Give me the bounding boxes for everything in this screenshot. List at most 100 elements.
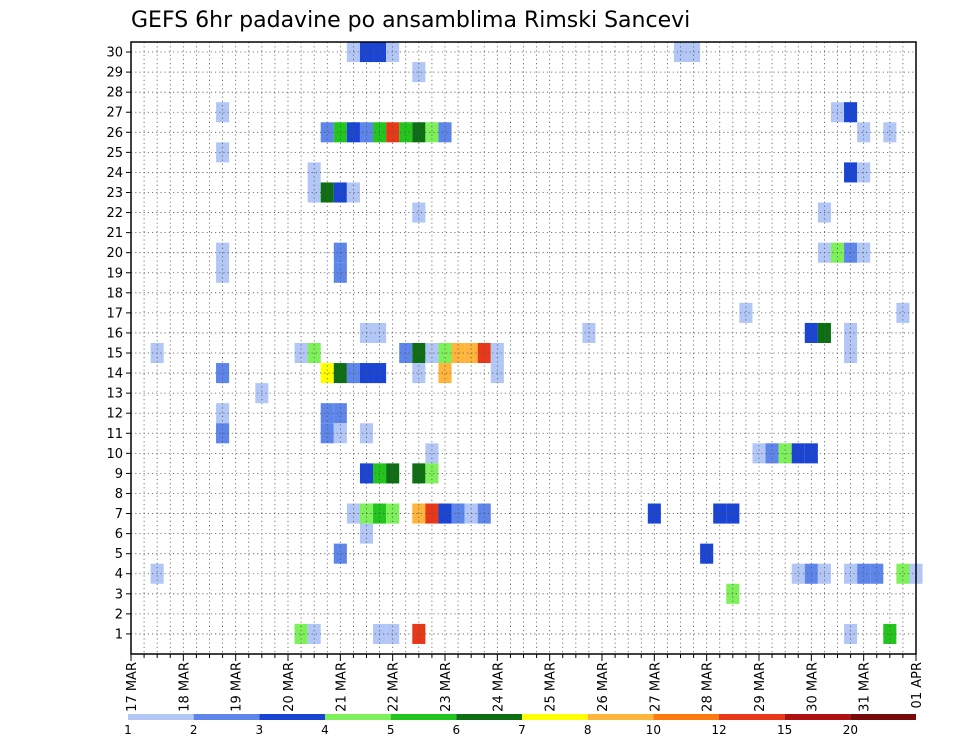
heatmap-cell xyxy=(804,443,818,464)
y-tick-label: 2 xyxy=(115,607,123,622)
x-tick-label: 27 MAR xyxy=(648,662,663,712)
y-tick-label: 18 xyxy=(106,286,123,301)
colorbar-label: 5 xyxy=(387,723,395,737)
colorbar-label: 10 xyxy=(646,723,661,737)
colorbar-label: 20 xyxy=(843,723,858,737)
colorbar-swatch xyxy=(456,714,522,720)
colorbar-swatch xyxy=(587,714,654,720)
colorbar-label: 15 xyxy=(777,723,792,737)
y-tick-label: 20 xyxy=(106,246,123,261)
y-tick-label: 16 xyxy=(106,326,123,341)
heatmap-cell xyxy=(844,563,858,584)
heatmap-cell xyxy=(320,363,334,384)
heatmap-cell xyxy=(687,42,701,63)
heatmap-cell xyxy=(896,302,910,323)
heatmap-cell xyxy=(307,182,321,203)
y-tick-label: 13 xyxy=(106,387,123,402)
heatmap-cell xyxy=(438,122,452,143)
colorbar-label: 8 xyxy=(584,723,592,737)
colorbar-label: 12 xyxy=(711,723,726,737)
heatmap-cell xyxy=(307,623,321,644)
heatmap-cell xyxy=(333,182,347,203)
heatmap-cell xyxy=(216,403,230,424)
colorbar-label: 6 xyxy=(453,723,461,737)
colorbar-swatch xyxy=(390,714,457,720)
colorbar-swatch xyxy=(850,714,916,720)
y-tick-label: 14 xyxy=(106,367,123,382)
heatmap-cell xyxy=(320,182,334,203)
colorbar-swatch xyxy=(719,714,785,720)
heatmap-cell xyxy=(883,122,897,143)
heatmap-cell xyxy=(333,403,347,424)
heatmap-cell xyxy=(346,122,360,143)
heatmap-cell xyxy=(870,563,884,584)
y-tick-label: 25 xyxy=(106,146,123,161)
heatmap-cell xyxy=(386,122,400,143)
y-tick-label: 26 xyxy=(106,126,123,141)
colorbar-label: 7 xyxy=(518,723,526,737)
x-tick-label: 23 MAR xyxy=(439,662,454,712)
x-tick-label: 25 MAR xyxy=(544,662,559,712)
heatmap-cell xyxy=(386,623,400,644)
colorbar-legend: 1 2 3 4 5 6 7 8 10 12 15 20 xyxy=(124,714,916,737)
heatmap-cell xyxy=(216,102,230,123)
heatmap-cell xyxy=(844,102,858,123)
heatmap-cell xyxy=(726,583,740,604)
x-tick-label: 17 MAR xyxy=(125,662,140,712)
y-tick-label: 11 xyxy=(106,427,123,442)
y-tick-label: 4 xyxy=(115,567,123,582)
heatmap-cell xyxy=(425,443,439,464)
x-tick-label: 29 MAR xyxy=(753,662,768,712)
y-tick-label: 23 xyxy=(106,186,123,201)
y-tick-label: 17 xyxy=(106,306,123,321)
grid-lines xyxy=(131,42,916,654)
heatmap-cell xyxy=(412,363,426,384)
colorbar-swatch xyxy=(259,714,325,720)
y-tick-label: 9 xyxy=(115,467,123,482)
heatmap-cell xyxy=(346,42,360,63)
heatmap-cell xyxy=(333,262,347,283)
y-tick-label: 8 xyxy=(115,487,123,502)
heatmap-cell xyxy=(778,443,792,464)
y-tick-label: 15 xyxy=(106,347,123,362)
y-tick-label: 6 xyxy=(115,527,123,542)
heatmap-cell xyxy=(883,623,897,644)
x-tick-label: 30 MAR xyxy=(805,662,820,712)
y-tick-label: 24 xyxy=(106,166,123,181)
y-tick-label: 3 xyxy=(115,587,123,602)
heatmap-cell xyxy=(804,563,818,584)
heatmap-cell xyxy=(346,182,360,203)
heatmap-cell xyxy=(412,122,426,143)
heatmap-cell xyxy=(412,623,426,644)
heatmap-cell xyxy=(412,463,426,484)
chart-title: GEFS 6hr padavine po ansamblima Rimski S… xyxy=(131,8,690,33)
y-tick-label: 5 xyxy=(115,547,123,562)
heatmap-cell xyxy=(425,463,439,484)
y-tick-label: 28 xyxy=(106,86,123,101)
heatmap-cell xyxy=(216,363,230,384)
plot-frame xyxy=(130,41,917,655)
x-axis-ticks: 17 MAR 18 MAR 19 MAR 20 MAR 21 MAR 22 MAR 23 M… xyxy=(125,654,925,712)
y-tick-label: 30 xyxy=(106,46,123,61)
heatmap-cell xyxy=(320,122,334,143)
heatmap-cell xyxy=(333,122,347,143)
y-tick-label: 19 xyxy=(106,266,123,281)
heatmap-cell xyxy=(333,543,347,564)
heatmap-cell xyxy=(294,623,308,644)
y-tick-label: 29 xyxy=(106,66,123,81)
y-tick-label: 22 xyxy=(106,206,123,221)
colorbar-label: 1 xyxy=(124,723,132,737)
colorbar-label: 3 xyxy=(256,723,264,737)
heatmap-cell xyxy=(857,122,871,143)
heatmap-cell xyxy=(386,463,400,484)
heatmap-cell xyxy=(739,302,753,323)
x-tick-label: 01 APR xyxy=(910,662,925,708)
y-tick-label: 12 xyxy=(106,407,123,422)
x-tick-label: 21 MAR xyxy=(334,662,349,712)
heatmap-cell xyxy=(438,363,452,384)
heatmap-cell xyxy=(673,42,688,63)
y-tick-label: 21 xyxy=(106,226,123,241)
heatmap-cell xyxy=(844,623,858,644)
x-tick-label: 28 MAR xyxy=(701,662,716,712)
